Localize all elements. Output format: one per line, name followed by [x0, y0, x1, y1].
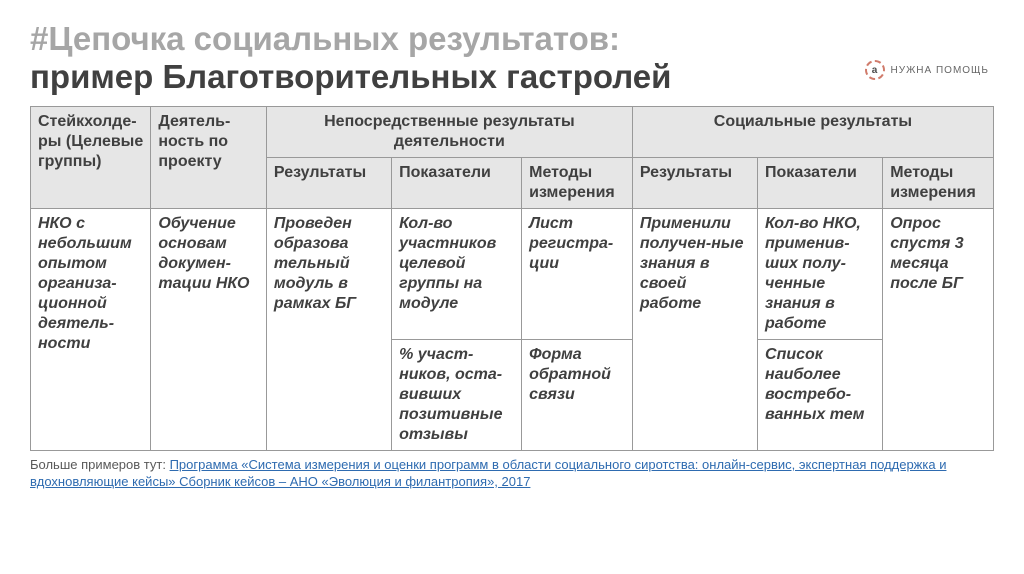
cell-indicator-soc-2: Список наиболее востребо-ванных тем — [758, 339, 883, 450]
th-indicators-1: Показатели — [392, 157, 522, 208]
brand-logo: a НУЖНА ПОМОЩЬ — [865, 60, 990, 80]
th-indicators-2: Показатели — [758, 157, 883, 208]
cell-result-imm: Проведен образова тельный модуль в рамка… — [266, 208, 391, 450]
cell-result-soc: Применили получен-ные знания в своей раб… — [632, 208, 757, 450]
th-methods-1: Методы измерения — [522, 157, 633, 208]
th-group-social: Социальные результаты — [632, 106, 993, 157]
slide: #Цепочка социальных результатов: пример … — [0, 0, 1024, 574]
cell-indicator-imm-1: Кол-во участников целевой группы на моду… — [392, 208, 522, 339]
results-table: Стейкхолде-ры (Целевые группы) Деятель-н… — [30, 106, 994, 451]
footnote-prefix: Больше примеров тут: — [30, 457, 170, 472]
th-results-1: Результаты — [266, 157, 391, 208]
footnote: Больше примеров тут: Программа «Система … — [30, 457, 994, 491]
brand-text: НУЖНА ПОМОЩЬ — [891, 65, 990, 76]
th-stakeholders: Стейкхолде-ры (Целевые группы) — [31, 106, 151, 208]
cell-method-imm-1: Лист регистра-ции — [522, 208, 633, 339]
th-results-2: Результаты — [632, 157, 757, 208]
cell-stakeholder: НКО с небольшим опытом организа-ционной … — [31, 208, 151, 450]
title-line1: #Цепочка социальных результатов: — [30, 20, 865, 58]
cell-method-soc: Опрос спустя 3 месяца после БГ — [883, 208, 994, 450]
cell-indicator-soc-1: Кол-во НКО, применив-ших полу-ченные зна… — [758, 208, 883, 339]
th-group-immediate: Непосредственные результаты деятельности — [266, 106, 632, 157]
cell-activity: Обучение основам докумен-тации НКО — [151, 208, 267, 450]
cell-method-imm-2: Форма обратной связи — [522, 339, 633, 450]
brand-icon: a — [865, 60, 885, 80]
brand-icon-letter: a — [872, 65, 878, 76]
th-activity: Деятель-ность по проекту — [151, 106, 267, 208]
title-line2: пример Благотворительных гастролей — [30, 58, 865, 96]
table-row: НКО с небольшим опытом организа-ционной … — [31, 208, 994, 339]
title-area: #Цепочка социальных результатов: пример … — [30, 20, 994, 96]
cell-indicator-imm-2: % участ-ников, оста-вивших позитивные от… — [392, 339, 522, 450]
title-text: #Цепочка социальных результатов: пример … — [30, 20, 865, 96]
th-methods-2: Методы измерения — [883, 157, 994, 208]
